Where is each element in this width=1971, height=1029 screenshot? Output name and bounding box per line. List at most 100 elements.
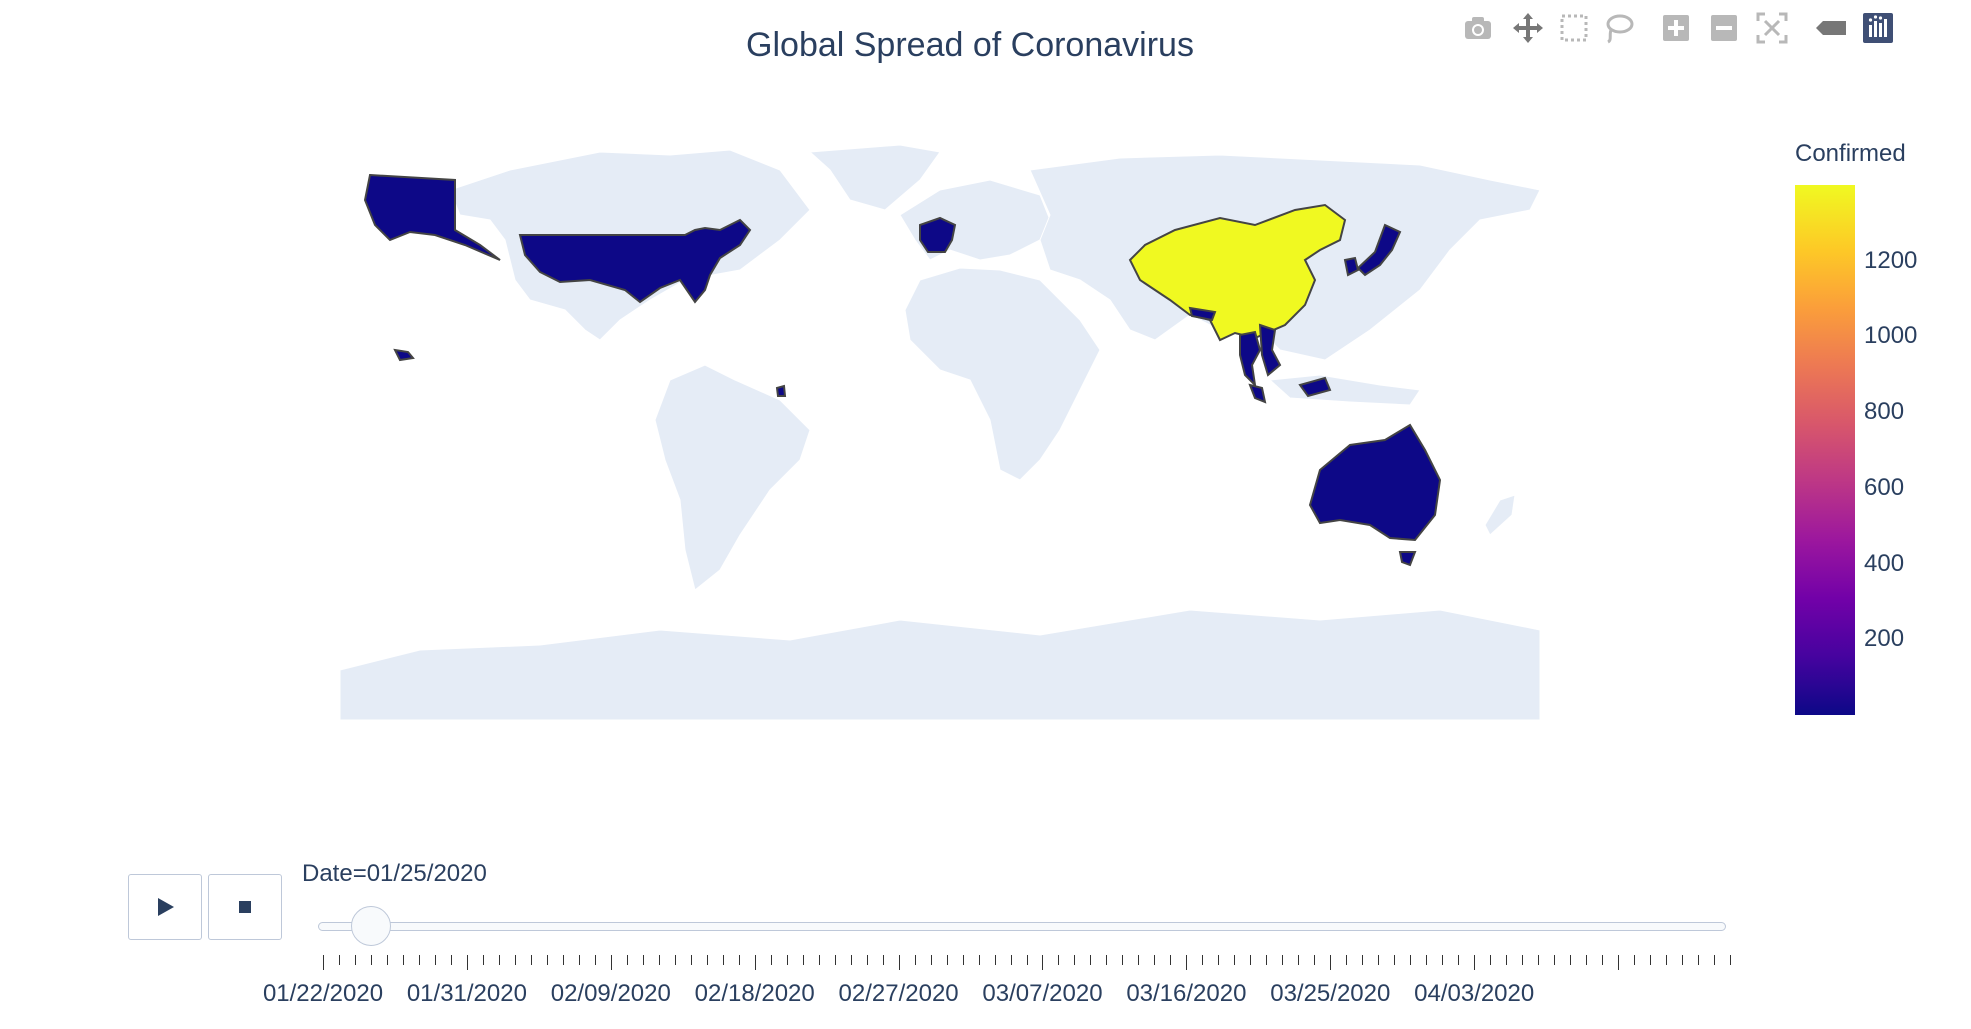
slider-tick: [898, 955, 900, 970]
slider-tick-label[interactable]: 03/25/2020: [1270, 980, 1391, 1007]
slider-tick: [1266, 955, 1268, 965]
country-usa-hawaii[interactable]: [393, 348, 415, 362]
land-south-america[interactable]: [654, 364, 811, 591]
slider-tick-label[interactable]: 03/16/2020: [1126, 980, 1247, 1007]
zoom-out-icon[interactable]: [1706, 10, 1742, 46]
stop-icon: [239, 901, 251, 913]
slider-tick: [562, 955, 564, 965]
slider-tick: [1634, 955, 1636, 965]
country-nepal[interactable]: [1188, 306, 1217, 322]
slider-tick: [434, 955, 436, 965]
colorbar: [1795, 185, 1855, 715]
slider-tick: [1730, 955, 1731, 965]
land-antarctica[interactable]: [340, 609, 1540, 720]
stop-button[interactable]: [208, 874, 282, 940]
slider-tick-label[interactable]: 01/31/2020: [406, 980, 527, 1007]
slider-current-value: Date=01/25/2020: [302, 860, 487, 887]
slider-rail[interactable]: [318, 922, 1726, 931]
slider-tick-label[interactable]: 02/18/2020: [694, 980, 815, 1007]
country-australia[interactable]: [1308, 423, 1442, 567]
slider-tick: [1122, 955, 1124, 965]
slider-tick: [323, 955, 324, 970]
slider-tick: [1554, 955, 1556, 965]
slider-tick: [354, 955, 356, 965]
slider-tick: [1410, 955, 1412, 965]
pan-icon[interactable]: [1510, 10, 1546, 46]
slider-tick: [962, 955, 964, 965]
slider-tick: [1682, 955, 1684, 965]
slider-tick-label[interactable]: 01/22/2020: [262, 980, 384, 1007]
slider-tick: [1202, 955, 1204, 965]
slider-tick: [418, 955, 420, 965]
slider-tick-label[interactable]: 02/27/2020: [838, 980, 959, 1007]
hover-icon[interactable]: [1812, 10, 1848, 46]
slider-tick: [834, 955, 836, 965]
slider-tick: [1314, 955, 1316, 965]
slider-tick: [1218, 955, 1220, 965]
slider-tick: [978, 955, 980, 965]
colorbar-tick-label: 200: [1864, 625, 1905, 653]
colorbar-tick-label: 600: [1864, 473, 1905, 501]
slider-tick: [770, 955, 772, 965]
slider-tick: [402, 955, 404, 965]
colorbar-title: Confirmed: [1795, 140, 1906, 167]
slider-tick: [1090, 955, 1092, 965]
box-select-icon[interactable]: [1556, 10, 1592, 46]
country-south-korea[interactable]: [1343, 256, 1360, 277]
land-europe[interactable]: [899, 179, 1051, 261]
slider-tick: [1474, 955, 1476, 970]
country-france[interactable]: [919, 216, 957, 253]
slider-tick: [818, 955, 820, 965]
slider-handle[interactable]: [350, 906, 391, 946]
country-japan[interactable]: [1356, 223, 1402, 277]
slider-tick: [722, 955, 724, 965]
slider-tick: [1586, 955, 1588, 965]
play-button[interactable]: [128, 874, 202, 940]
world-map[interactable]: [340, 140, 1540, 720]
zoom-in-icon[interactable]: [1658, 10, 1694, 46]
country-thailand[interactable]: [1239, 330, 1262, 388]
slider-tick: [1154, 955, 1156, 965]
slider-tick-label[interactable]: 04/03/2020: [1414, 980, 1535, 1007]
country-vietnam[interactable]: [1258, 323, 1282, 377]
slider-tick: [1538, 955, 1540, 965]
country-usa[interactable]: [518, 218, 752, 304]
slider-tick: [386, 955, 388, 965]
camera-icon[interactable]: [1460, 10, 1496, 46]
slider-tick-label[interactable]: 03/07/2020: [982, 980, 1103, 1007]
land-indonesia[interactable]: [1268, 374, 1421, 406]
slider-tick: [754, 955, 756, 970]
slider-tick: [1346, 955, 1348, 965]
slider-tick-label[interactable]: 02/09/2020: [550, 980, 671, 1007]
slider-tick: [1458, 955, 1460, 965]
plotly-logo-icon[interactable]: [1860, 10, 1896, 46]
slider-tick: [1362, 955, 1364, 965]
country-china[interactable]: [1128, 203, 1347, 342]
slider-tick: [1010, 955, 1012, 965]
slider-tick: [498, 955, 500, 965]
slider-tick: [882, 955, 884, 965]
slider-tick: [1330, 955, 1332, 970]
slider-tick: [1714, 955, 1715, 965]
slider-tick: [994, 955, 996, 965]
reset-icon[interactable]: [1754, 10, 1790, 46]
slider-tick: [514, 955, 516, 965]
country-french-guiana[interactable]: [775, 384, 787, 397]
slider-tick: [1602, 955, 1604, 965]
land-africa[interactable]: [904, 267, 1101, 481]
land-new-zealand[interactable]: [1484, 494, 1516, 536]
slider-tick: [1234, 955, 1236, 965]
country-usa-alaska[interactable]: [363, 173, 501, 261]
slider-tick: [482, 955, 484, 965]
lasso-icon[interactable]: [1600, 10, 1636, 46]
slider-tick: [1522, 955, 1524, 965]
slider-tick: [450, 955, 452, 965]
slider-tick: [530, 955, 532, 965]
colorbar-tick-label: 1000: [1864, 322, 1918, 350]
country-malaysia[interactable]: [1248, 376, 1332, 404]
slider-tick: [1106, 955, 1108, 965]
slider-tick: [1426, 955, 1428, 965]
colorbar-tick-label: 800: [1864, 398, 1905, 426]
slider-tick: [738, 955, 740, 965]
land-greenland[interactable]: [808, 144, 941, 211]
